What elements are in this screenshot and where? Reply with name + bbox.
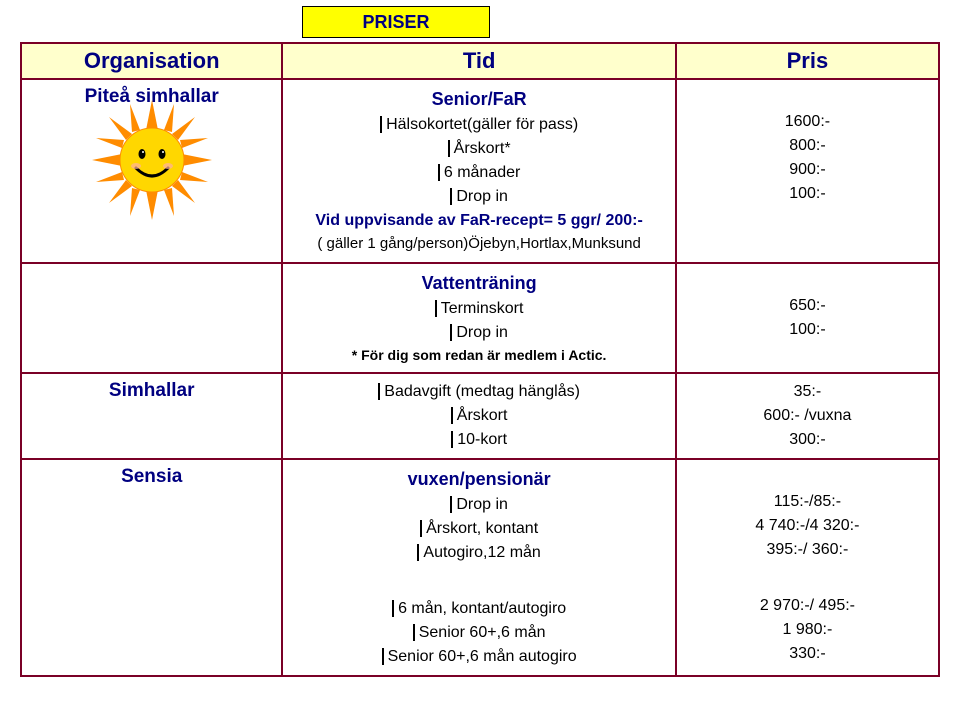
tid-pitea-note2: ( gäller 1 gång/person)Öjebyn,Hortlax,Mu…: [293, 233, 664, 256]
tid-pitea: Senior/FaR Hälsokortet(gäller för pass) …: [282, 79, 675, 263]
pris-sensia-1: 115:-/85:-: [687, 490, 928, 514]
pris-vatten-2: 100:-: [687, 318, 928, 342]
pris-sensia-3: 395:-/ 360:-: [687, 538, 928, 570]
tid-pitea-note: Vid uppvisande av FaR-recept= 5 ggr/ 200…: [293, 209, 664, 233]
org-vatten: [21, 263, 282, 373]
tid-pitea-4: Drop in: [451, 188, 508, 205]
pris-sensia: 115:-/85:- 4 740:-/4 320:- 395:-/ 360:- …: [676, 459, 939, 676]
tid-pitea-title: Senior/FaR: [293, 86, 664, 113]
tid-vatten-title: Vattenträning: [293, 270, 664, 297]
pris-pitea-3: 900:-: [687, 158, 928, 182]
pris-vatten-1: 650:-: [687, 294, 928, 318]
pris-pitea-4: 100:-: [687, 182, 928, 206]
tid-sensia-5: Senior 60+,6 mån: [414, 624, 546, 641]
pris-simhallar: 35:- 600:- /vuxna 300:-: [676, 373, 939, 459]
tid-sensia: vuxen/pensionär Drop in Årskort, kontant…: [282, 459, 675, 676]
pris-vatten: 650:- 100:-: [676, 263, 939, 373]
pris-pitea: 1600:- 800:- 900:- 100:-: [676, 79, 939, 263]
pris-pitea-1: 1600:-: [687, 110, 928, 134]
tid-sensia-1: Drop in: [451, 496, 508, 513]
tid-sensia-2: Årskort, kontant: [421, 520, 538, 537]
section-simhallar: Simhallar Badavgift (medtag hänglås) Års…: [21, 373, 939, 459]
section-vatten: Vattenträning Terminskort Drop in * För …: [21, 263, 939, 373]
pris-simhallar-3: 300:-: [687, 428, 928, 452]
tid-sensia-title: vuxen/pensionär: [293, 466, 664, 493]
tid-simhallar-2: Årskort: [452, 407, 508, 424]
tid-simhallar: Badavgift (medtag hänglås) Årskort 10-ko…: [282, 373, 675, 459]
tid-sensia-4: 6 mån, kontant/autogiro: [393, 600, 566, 617]
org-simhallar: Simhallar: [21, 373, 282, 459]
tid-vatten: Vattenträning Terminskort Drop in * För …: [282, 263, 675, 373]
pris-sensia-2: 4 740:-/4 320:-: [687, 514, 928, 538]
tid-pitea-1: Hälsokortet(gäller för pass): [381, 116, 578, 133]
header-tid: Tid: [282, 43, 675, 79]
tid-simhallar-1: Badavgift (medtag hänglås): [379, 383, 580, 400]
priser-title: PRISER: [362, 12, 429, 33]
pris-sensia-6: 330:-: [687, 642, 928, 666]
tid-simhallar-3: 10-kort: [452, 431, 507, 448]
org-sensia: Sensia: [21, 459, 282, 676]
tid-pitea-3: 6 månader: [439, 164, 521, 181]
header-row: Organisation Tid Pris: [21, 43, 939, 79]
header-org: Organisation: [21, 43, 282, 79]
pris-simhallar-1: 35:-: [687, 380, 928, 404]
pris-pitea-2: 800:-: [687, 134, 928, 158]
tid-vatten-1: Terminskort: [436, 300, 524, 317]
pris-simhallar-2: 600:- /vuxna: [687, 404, 928, 428]
tid-sensia-6: Senior 60+,6 mån autogiro: [383, 648, 577, 665]
tid-vatten-note: * För dig som redan är medlem i Actic.: [293, 345, 664, 366]
header-pris: Pris: [676, 43, 939, 79]
tid-vatten-2: Drop in: [451, 324, 508, 341]
section-sensia: Sensia vuxen/pensionär Drop in Årskort, …: [21, 459, 939, 676]
tid-pitea-2: Årskort*: [449, 140, 511, 157]
tid-sensia-3: Autogiro,12 mån: [418, 544, 540, 561]
priser-banner: PRISER: [302, 6, 490, 38]
pris-sensia-4: 2 970:-/ 495:-: [687, 594, 928, 618]
pris-sensia-5: 1 980:-: [687, 618, 928, 642]
sun-icon: [92, 100, 212, 225]
